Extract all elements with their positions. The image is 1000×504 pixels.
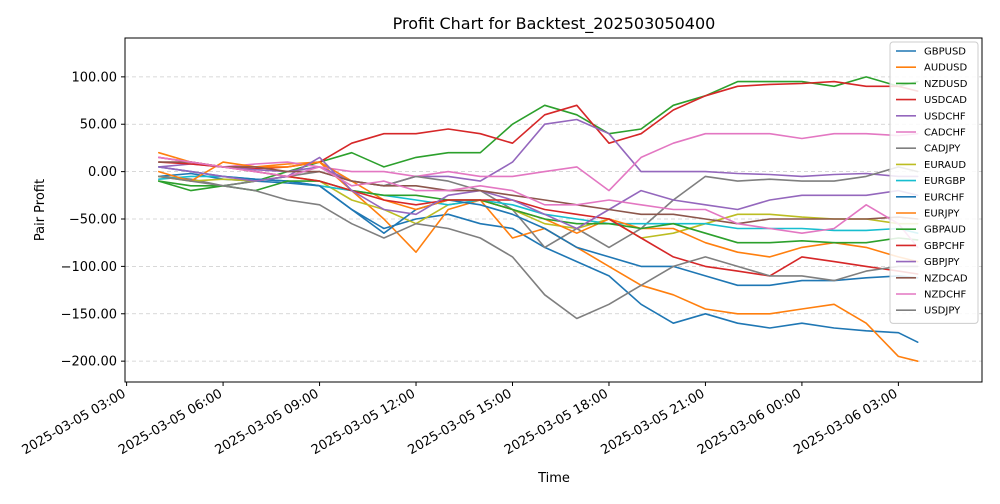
legend-entry: NZDCHF	[924, 290, 967, 301]
plot-area	[125, 38, 982, 382]
legend-entry: USDJPY	[924, 306, 961, 317]
legend-entry: EURCHF	[924, 192, 965, 203]
legend: GBPUSD AUDUSD NZDUSD USDCAD USDCHF CADCHF CADJ…	[889, 41, 979, 324]
y-tick-label: 100.00	[72, 70, 118, 85]
y-axis-label: Pair Profit	[33, 179, 48, 241]
legend-entry: EURAUD	[924, 160, 966, 171]
x-axis-label: Time	[537, 471, 570, 486]
legend-entry: GBPCHF	[924, 241, 965, 252]
series-line-usdjpy	[158, 175, 919, 320]
plot-frame	[124, 37, 983, 383]
series-line-cadchf	[158, 132, 919, 192]
legend-entry: USDCAD	[924, 95, 967, 106]
series-line-nzdcad	[158, 161, 919, 225]
series-layer	[158, 76, 919, 363]
legend-entry: EURGBP	[924, 176, 965, 187]
y-tick-label: 50.00	[80, 118, 117, 133]
legend-entry: GBPUSD	[924, 47, 966, 58]
y-tick-label: −100.00	[61, 260, 117, 275]
chart-title: Profit Chart for Backtest_202503050400	[393, 14, 716, 34]
y-tick-label: 0.00	[88, 165, 117, 180]
legend-entry: NZDCAD	[924, 273, 968, 284]
legend-entry: GBPJPY	[924, 257, 960, 268]
legend-entry: GBPAUD	[924, 225, 966, 236]
legend-entry: USDCHF	[924, 111, 966, 122]
y-tick-label: −150.00	[61, 307, 117, 322]
legend-entry: EURJPY	[924, 209, 960, 220]
series-line-nzdchf	[158, 156, 919, 249]
legend-entry: CADJPY	[924, 144, 961, 155]
legend-entry: NZDUSD	[924, 79, 968, 90]
y-tick-label: −200.00	[61, 355, 117, 370]
legend-entry: CADCHF	[924, 128, 966, 139]
legend-entry: AUDUSD	[924, 63, 968, 74]
y-tick-label: −50.00	[69, 213, 117, 228]
series-line-gbpaud	[158, 180, 919, 244]
legend-box	[889, 41, 979, 324]
